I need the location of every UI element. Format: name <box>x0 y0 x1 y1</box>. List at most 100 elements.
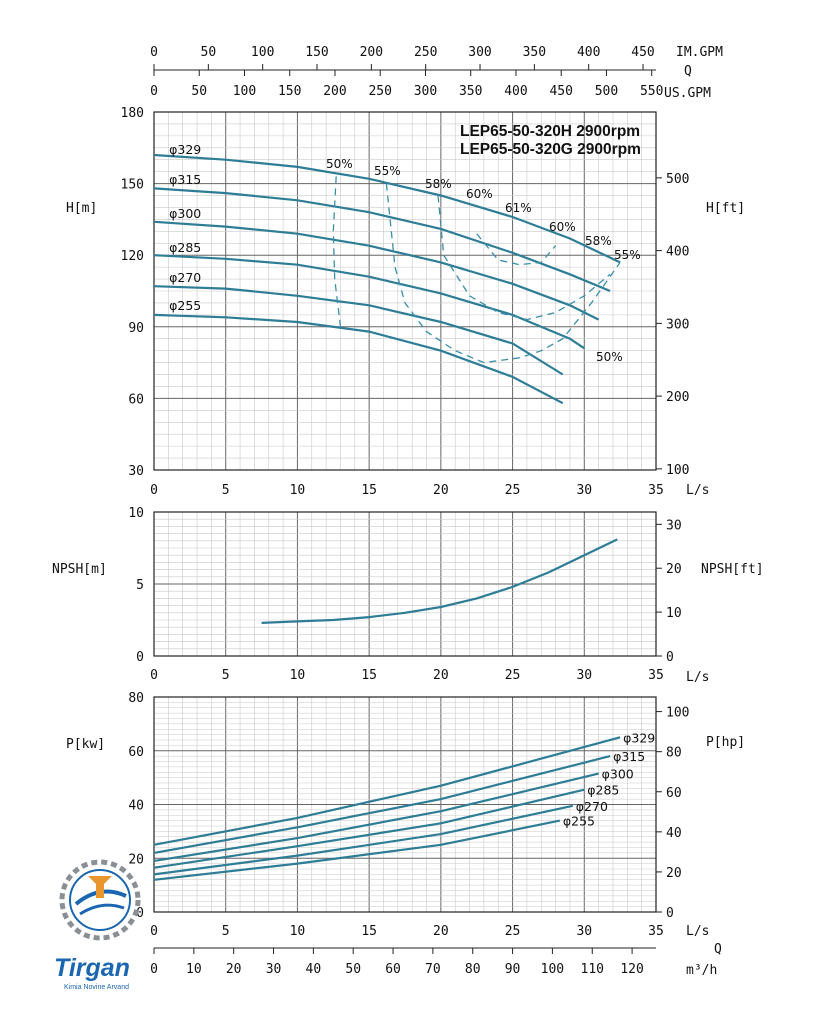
efficiency-label: 58% <box>425 177 452 191</box>
us-gpm-tick-label: 150 <box>278 84 301 99</box>
us-gpm-tick-label: 400 <box>504 84 527 99</box>
npsh-y-tick-label: 5 <box>136 578 144 593</box>
globe-icon <box>69 869 131 931</box>
head-x-tick-label: 30 <box>576 483 592 498</box>
head-panel-frame <box>153 111 657 471</box>
efficiency-label: 58% <box>585 234 612 248</box>
head-y-axis-label: H[m] <box>66 201 97 216</box>
head-x-tick-label: 35 <box>648 483 664 498</box>
power-y-tick-label: 40 <box>128 799 144 814</box>
head-y-tick-label: 120 <box>121 249 144 264</box>
head-curve <box>153 153 621 264</box>
npsh-panel-grid <box>153 511 657 657</box>
m3h-tick-label: 60 <box>385 962 401 977</box>
efficiency-label: 50% <box>326 157 353 171</box>
power-hp-tick-label: 20 <box>666 866 682 881</box>
npsh-ft-tick-label: 0 <box>666 650 674 665</box>
npsh-x-tick-label: 30 <box>576 668 592 683</box>
us-gpm-tick-label: 50 <box>191 84 207 99</box>
im-gpm-tick-label: 0 <box>150 45 158 60</box>
m3h-tick-label: 80 <box>465 962 481 977</box>
head-x-tick-label: 15 <box>361 483 377 498</box>
npsh-x-tick-label: 35 <box>648 668 664 683</box>
efficiency-contour <box>332 176 342 327</box>
im-gpm-tick-label: 400 <box>577 45 600 60</box>
q-axis-label-bottom: Q <box>714 942 722 957</box>
head-y-tick-label: 180 <box>121 106 144 121</box>
power-y-axis-label: P[kw] <box>66 737 105 752</box>
us-gpm-axis-label: US.GPM <box>664 86 711 101</box>
head-panel-grid <box>153 111 657 471</box>
power-hp-tick-label: 0 <box>666 906 674 921</box>
head-y-tick-label: 60 <box>128 392 144 407</box>
head-curve-label: φ300 <box>169 206 201 221</box>
tirgan-logo: Tirgan Kimia Novine Arvand <box>54 859 141 991</box>
power-y-tick-label: 60 <box>128 745 144 760</box>
efficiency-label: 60% <box>466 187 493 201</box>
us-gpm-tick-label: 200 <box>323 84 346 99</box>
npsh-x-tick-label: 25 <box>505 668 521 683</box>
power-curve <box>153 772 599 862</box>
head-x-tick-label: 10 <box>290 483 306 498</box>
head-curve <box>153 285 564 376</box>
power-curve-label: φ329 <box>623 730 655 745</box>
head-curve-label: φ285 <box>169 240 201 255</box>
im-gpm-tick-label: 450 <box>631 45 654 60</box>
npsh-y-axis-label: NPSH[m] <box>52 562 107 577</box>
npsh-x-tick-label: 0 <box>150 668 158 683</box>
power-x-tick-label: 25 <box>505 924 521 939</box>
m3h-axis-label: m³/h <box>686 963 717 978</box>
head-y-tick-label: 150 <box>121 178 144 193</box>
im-gpm-tick-label: 250 <box>414 45 437 60</box>
logo-tagline: Kimia Novine Arvand <box>64 984 129 991</box>
efficiency-label: 55% <box>614 248 641 262</box>
npsh-panel-frame <box>153 511 657 657</box>
head-x-tick-label: 0 <box>150 483 158 498</box>
us-gpm-tick-label: 300 <box>414 84 437 99</box>
head-ft-tick-label: 300 <box>666 317 689 332</box>
npsh-x-axis-label: L/s <box>686 670 709 685</box>
im-gpm-tick-label: 50 <box>201 45 217 60</box>
npsh-ft-tick-label: 30 <box>666 518 682 533</box>
m3h-tick-label: 110 <box>581 962 604 977</box>
im-gpm-tick-label: 200 <box>360 45 383 60</box>
power-panel-frame <box>153 696 657 913</box>
power-curve <box>153 804 574 876</box>
power-curve <box>153 788 585 869</box>
power-curve <box>153 755 611 854</box>
power-hp-tick-label: 40 <box>666 826 682 841</box>
head-y-tick-label: 30 <box>128 464 144 479</box>
head-curve-label: φ255 <box>169 298 201 313</box>
npsh-x-tick-label: 15 <box>361 668 377 683</box>
npsh-x-tick-label: 10 <box>290 668 306 683</box>
head-x-axis-label: L/s <box>686 483 709 498</box>
im-gpm-tick-label: 350 <box>523 45 546 60</box>
power-x-axis-label: L/s <box>686 924 709 939</box>
head-ft-tick-label: 500 <box>666 172 689 187</box>
us-gpm-tick-label: 550 <box>640 84 663 99</box>
head-x-tick-label: 20 <box>433 483 449 498</box>
head-curve <box>153 313 564 405</box>
power-x-tick-label: 20 <box>433 924 449 939</box>
head-curve <box>153 187 611 293</box>
us-gpm-tick-label: 100 <box>233 84 256 99</box>
power-x-tick-label: 5 <box>222 924 230 939</box>
power-hp-tick-label: 60 <box>666 786 682 801</box>
m3h-tick-label: 0 <box>150 962 158 977</box>
power-x-tick-label: 35 <box>648 924 664 939</box>
m3h-tick-label: 20 <box>226 962 242 977</box>
power-curve <box>153 736 621 846</box>
efficiency-label: 50% <box>596 350 623 364</box>
m3h-tick-label: 30 <box>266 962 282 977</box>
head-curve-label: φ315 <box>169 172 201 187</box>
us-gpm-tick-label: 350 <box>459 84 482 99</box>
power-hp-axis-label: P[hp] <box>706 735 745 750</box>
npsh-y-tick-label: 0 <box>136 650 144 665</box>
head-ft-tick-label: 200 <box>666 390 689 405</box>
npsh-x-tick-label: 5 <box>222 668 230 683</box>
gear-icon <box>59 859 141 941</box>
power-y-tick-label: 20 <box>128 852 144 867</box>
m3h-tick-label: 70 <box>425 962 441 977</box>
q-axis-label-top: Q <box>684 64 692 79</box>
